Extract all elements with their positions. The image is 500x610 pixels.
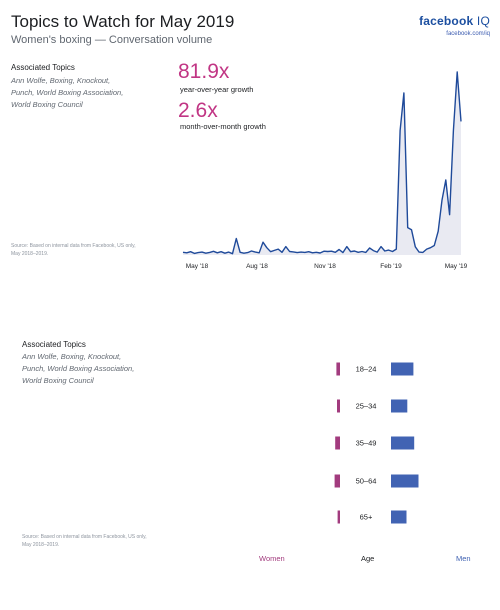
topics-line: World Boxing Council: [22, 376, 94, 385]
topics-line: Punch, World Boxing Association,: [11, 88, 124, 97]
men-bar: [391, 436, 415, 450]
age-group-label: 18–24: [356, 365, 377, 374]
x-tick-label: May '19: [445, 263, 468, 270]
source-note: Source: Based on internal data from Face…: [11, 242, 136, 258]
women-axis-label: Women: [259, 554, 285, 563]
associated-topics-label: Associated Topics: [11, 63, 75, 72]
x-tick-label: Nov '18: [314, 263, 336, 270]
source-line: May 2018–2019.: [22, 542, 60, 548]
men-bar: [391, 474, 419, 488]
facebook-iq-logo: facebook IQ: [419, 14, 490, 28]
x-tick-label: Feb '19: [380, 263, 402, 270]
associated-topics-list: Ann Wolfe, Boxing, Knockout, Punch, Worl…: [11, 75, 123, 111]
mom-growth-label: month-over-month growth: [180, 122, 266, 131]
women-bar: [337, 399, 340, 413]
brand-name: facebook: [419, 14, 474, 28]
mom-growth-value: 2.6x: [178, 99, 218, 122]
men-bar: [391, 362, 414, 376]
brand-url[interactable]: facebook.com/iq: [446, 31, 490, 37]
men-bar: [391, 510, 407, 524]
women-bar: [334, 474, 340, 488]
men-axis-label: Men: [456, 554, 471, 563]
source-line: May 2018–2019.: [11, 251, 49, 257]
age-group-label: 65+: [360, 513, 373, 522]
page-subtitle: Women's boxing — Conversation volume: [11, 34, 213, 46]
page-title: Topics to Watch for May 2019: [11, 12, 235, 31]
brand-block: facebook IQ facebook.com/iq: [419, 14, 490, 37]
age-group-label: 35–49: [356, 439, 377, 448]
women-bar: [336, 362, 340, 376]
volume-line: [182, 71, 462, 255]
age-group-label: 50–64: [356, 477, 377, 486]
age-axis-label: Age: [361, 554, 375, 563]
topics-line: Ann Wolfe, Boxing, Knockout,: [11, 76, 111, 85]
women-bar: [335, 436, 340, 450]
source-line: Source: Based on internal data from Face…: [22, 534, 147, 540]
conversation-volume-chart: May '18 Aug '18 Nov '18 Feb '19 May '19: [182, 71, 468, 270]
topics-line: Ann Wolfe, Boxing, Knockout,: [22, 352, 122, 361]
associated-topics-label: Associated Topics: [22, 340, 86, 349]
x-tick-label: Aug '18: [246, 263, 268, 270]
men-bar: [391, 399, 408, 413]
topics-line: World Boxing Council: [11, 100, 83, 109]
source-line: Source: Based on internal data from Face…: [11, 243, 136, 249]
x-tick-label: May '18: [186, 263, 209, 270]
age-group-label: 25–34: [356, 402, 377, 411]
associated-topics-list: Ann Wolfe, Boxing, Knockout, Punch, Worl…: [22, 351, 134, 387]
source-note: Source: Based on internal data from Face…: [22, 533, 147, 549]
yoy-growth-value: 81.9x: [178, 60, 230, 83]
yoy-growth-label: year-over-year growth: [180, 85, 254, 94]
women-bar: [337, 510, 340, 524]
topics-line: Punch, World Boxing Association,: [22, 364, 135, 373]
brand-suffix: IQ: [476, 14, 490, 28]
